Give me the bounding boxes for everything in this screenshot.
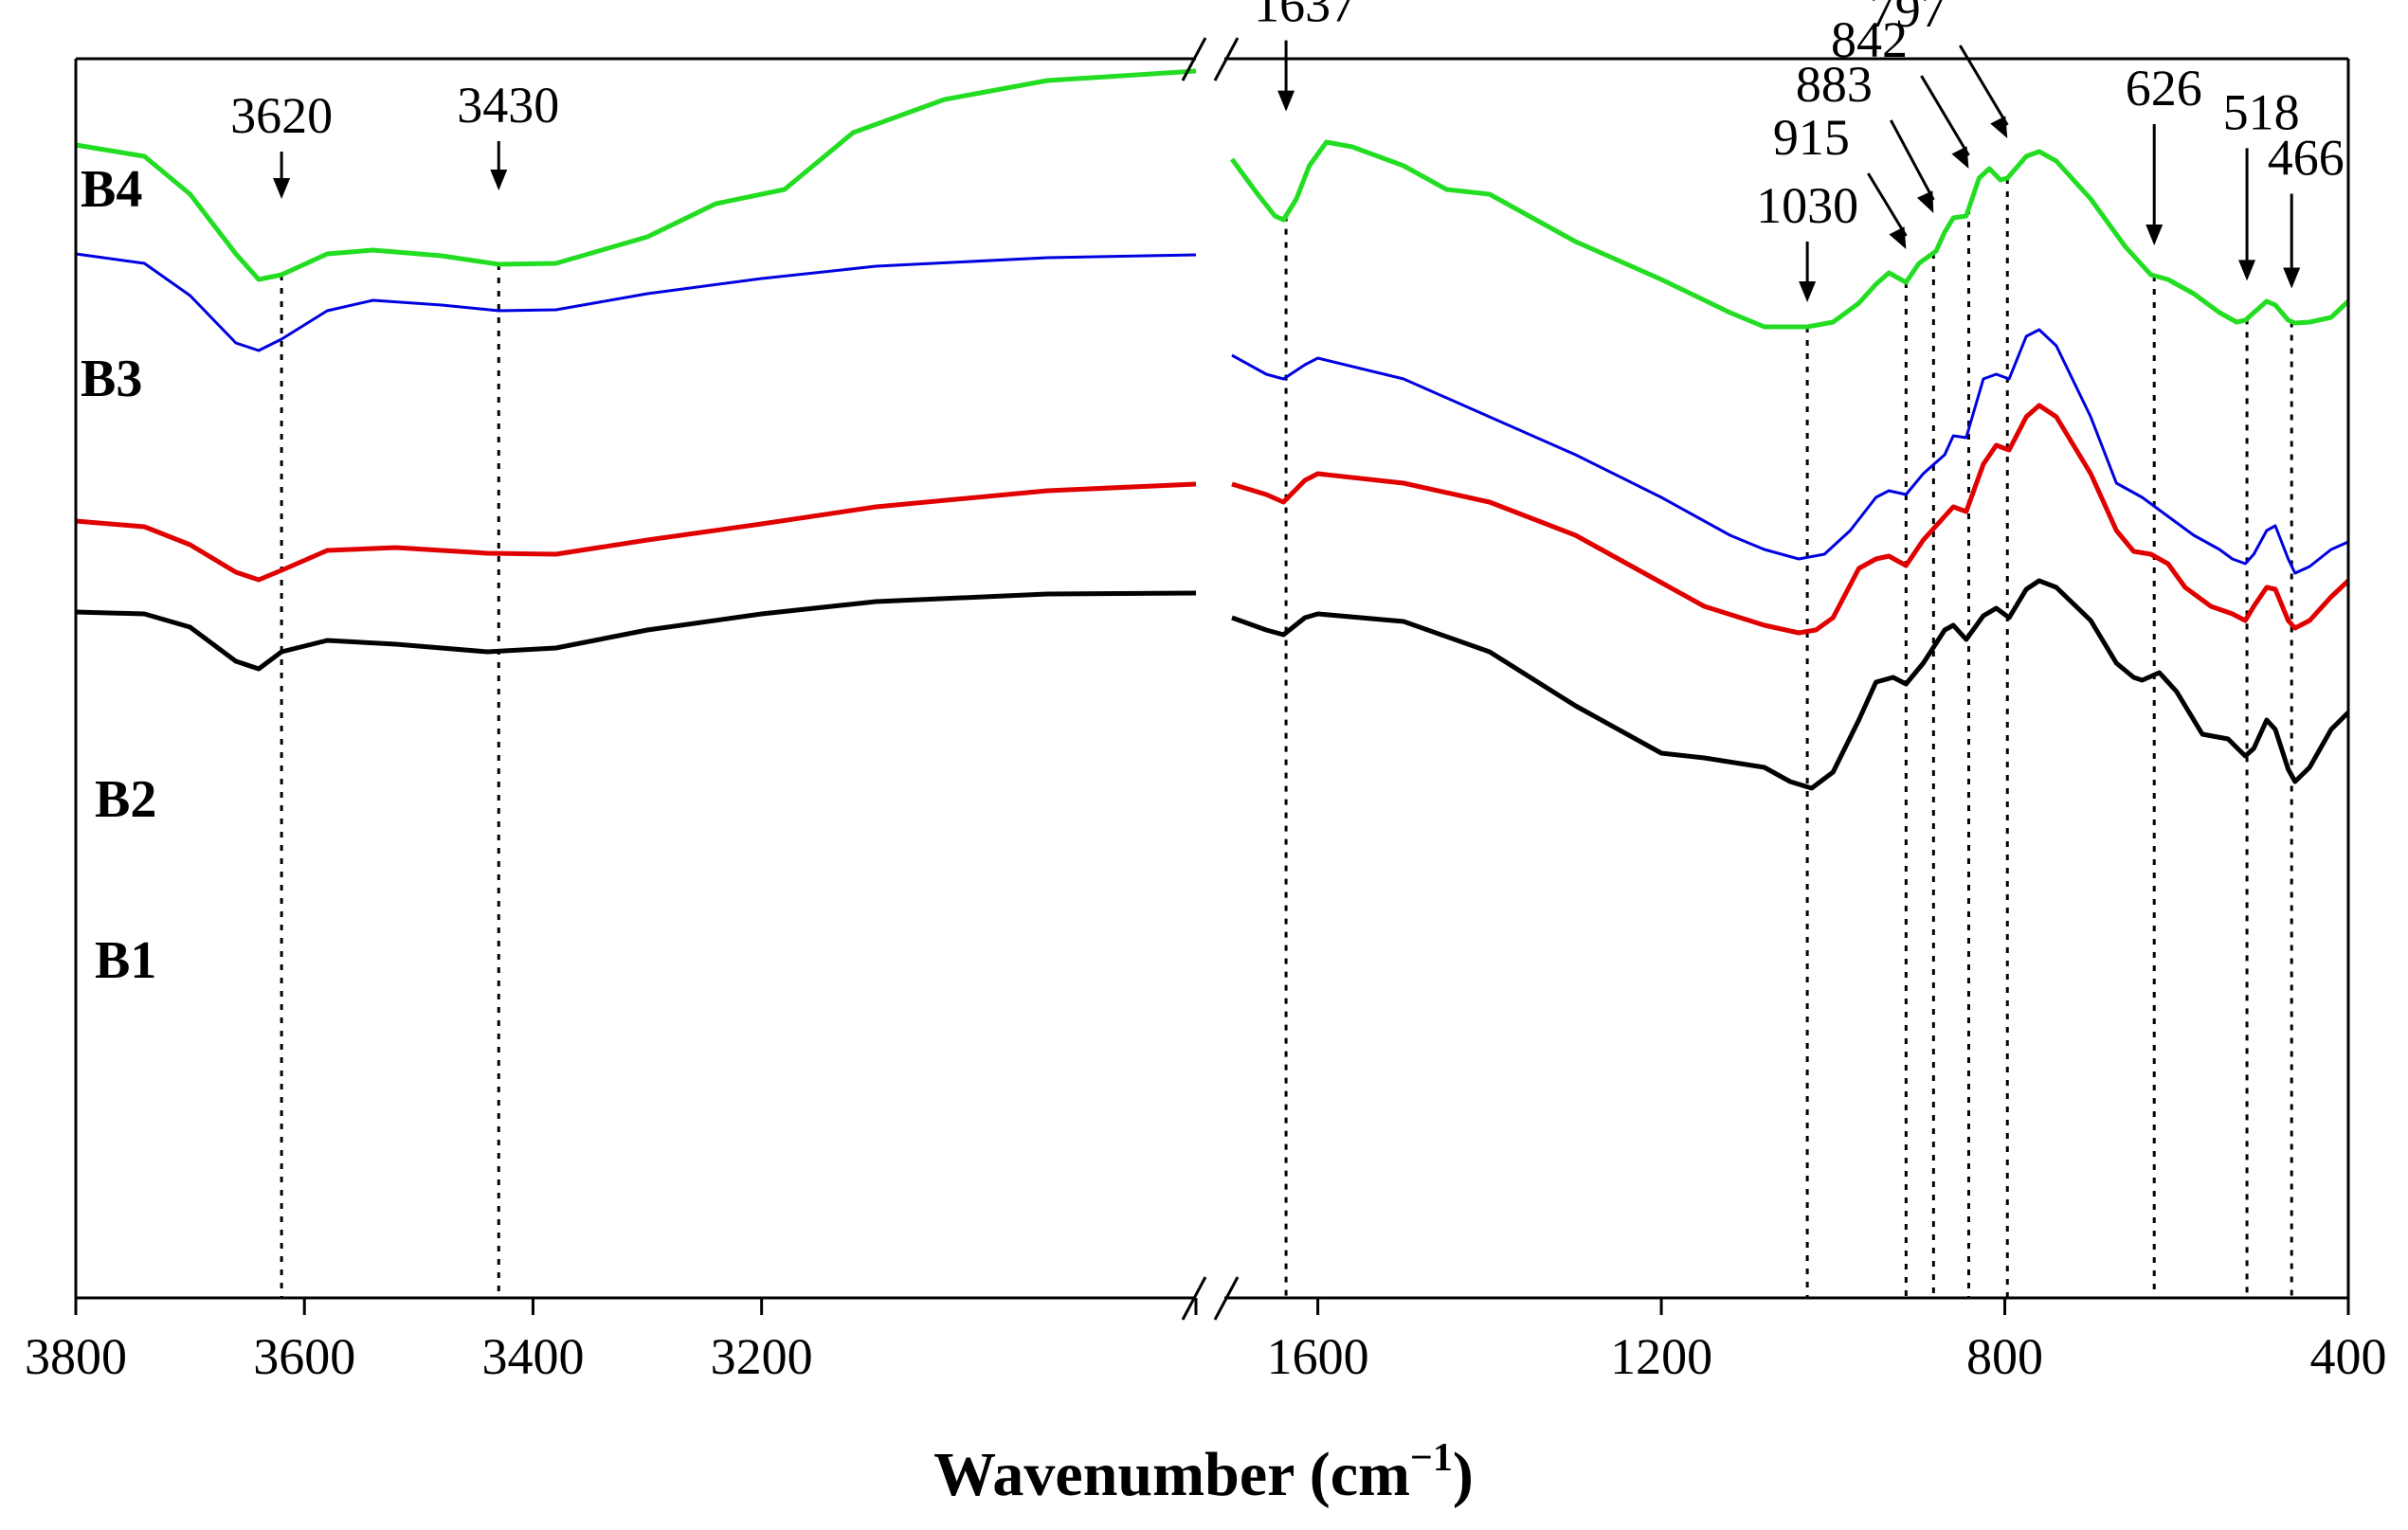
x-tick-label-3400: 3400: [481, 1328, 584, 1385]
x-axis-label-main: Wavenumber (cm: [933, 1440, 1410, 1509]
peak-arrowhead-518: [2238, 260, 2256, 281]
x-tick-label-3600: 3600: [253, 1328, 355, 1385]
peak-label-883: 883: [1796, 56, 1873, 113]
x-tick-label-1600: 1600: [1267, 1328, 1369, 1385]
axis-break-top: [1181, 37, 1240, 81]
peak-label-3430: 3430: [457, 77, 559, 134]
peak-arrowhead-626: [2145, 225, 2164, 245]
peak-label-466: 466: [2268, 130, 2345, 187]
peak-arrow-883: [1890, 119, 1935, 201]
series-b1-high-line: [75, 590, 1197, 672]
series-label-b3: B3: [81, 350, 142, 408]
series-b1-low-line: [1231, 578, 2350, 791]
series-label-b2: B2: [95, 770, 156, 829]
x-axis-label-close: ): [1453, 1440, 1474, 1509]
x-tick-label-3800: 3800: [25, 1328, 127, 1385]
peak-label-1030: 1030: [1756, 177, 1858, 234]
x-axis-label: Wavenumber (cm−1): [933, 1436, 1474, 1509]
peak-arrowhead-1637: [1277, 90, 1295, 112]
peak-label-797: 797: [1870, 0, 1946, 38]
peak-arrow-797: [1958, 45, 2009, 126]
peak-label-1637: 1637: [1254, 0, 1356, 33]
x-tick-label-800: 800: [1966, 1328, 2043, 1385]
peak-arrowhead-797: [1990, 116, 2008, 138]
peak-label-915: 915: [1773, 109, 1850, 166]
peak-arrowhead-1030: [1799, 281, 1817, 302]
series-b2-low-line: [1231, 403, 2350, 636]
peak-arrowhead-466: [2283, 267, 2301, 289]
spectra: [75, 68, 2350, 791]
peak-guide-lines: [280, 178, 2293, 1298]
x-tick-label-3200: 3200: [711, 1328, 813, 1385]
series-b4-high-line: [75, 68, 1197, 282]
series-b4-low-line: [1229, 139, 2350, 330]
series-label-b1: B1: [95, 931, 156, 990]
peak-arrow-915: [1867, 172, 1908, 237]
peak-arrow-842: [1920, 75, 1970, 156]
peak-arrowhead-3430: [490, 170, 508, 190]
peak-arrowhead-3620: [273, 178, 291, 199]
peak-label-3620: 3620: [230, 87, 333, 144]
axis-break-bottom-slash-1: [1181, 1276, 1207, 1321]
series-b3-high-line: [75, 252, 1197, 352]
x-axis-label-superscript: −1: [1410, 1436, 1453, 1480]
series-b3-low-line: [1231, 328, 2349, 575]
axis-break-top-slash-2: [1213, 37, 1240, 81]
peak-arrowhead-842: [1951, 146, 1969, 169]
peak-arrowhead-883: [1916, 190, 1934, 213]
x-tick-label-400: 400: [2310, 1328, 2387, 1385]
axis-break-bottom-slash-2: [1213, 1276, 1240, 1321]
plot-frame: [74, 37, 2350, 1321]
x-tick-label-1200: 1200: [1610, 1328, 1712, 1385]
series-b2-high-line: [75, 481, 1197, 583]
series-labels: B1 B2 B3 B4: [81, 160, 156, 990]
axis-break-top-slash-1: [1181, 37, 1207, 81]
x-axis-ticks: 3800 3600 3400 3200 1600 1200 800 400: [25, 1298, 2387, 1385]
peak-label-842: 842: [1831, 11, 1908, 68]
axis-break-bottom: [1181, 1276, 1240, 1321]
peak-label-518: 518: [2223, 83, 2300, 140]
peak-arrowhead-915: [1889, 226, 1907, 249]
series-label-b4: B4: [81, 160, 142, 219]
peak-label-626: 626: [2126, 60, 2202, 117]
